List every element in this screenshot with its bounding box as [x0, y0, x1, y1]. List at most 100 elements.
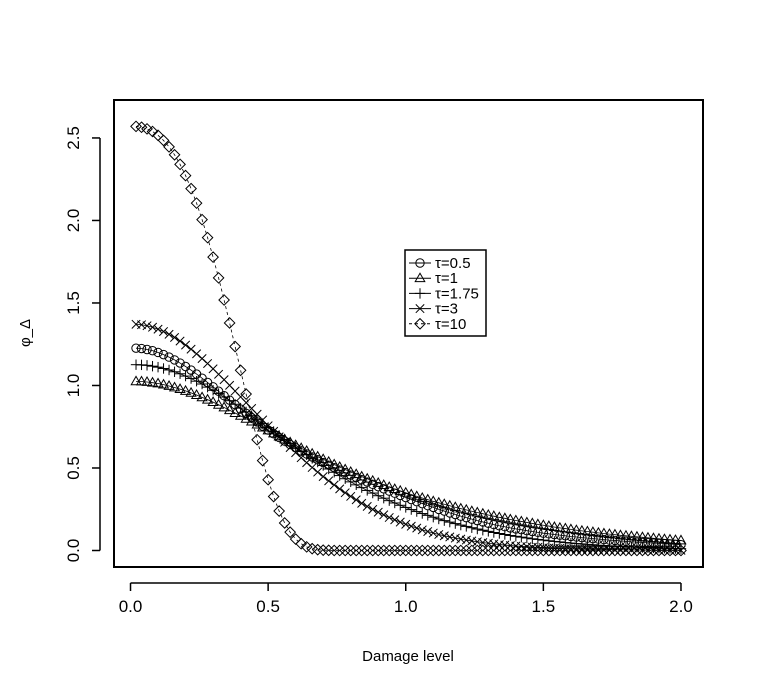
data-point: [157, 378, 170, 389]
data-point: [378, 479, 390, 490]
data-point: [609, 544, 621, 557]
data-point: [147, 360, 158, 372]
data-point: [389, 497, 400, 509]
data-point: [521, 516, 533, 527]
y-tick-label: 2.0: [64, 209, 83, 233]
series-layer: [130, 120, 687, 557]
data-point: [598, 527, 610, 538]
data-point: [581, 525, 594, 536]
data-point: [302, 458, 312, 468]
data-point: [362, 501, 372, 511]
data-point: [394, 484, 406, 495]
data-point: [620, 529, 632, 540]
data-point: [439, 515, 450, 526]
data-point: [163, 364, 175, 376]
data-point: [368, 504, 378, 514]
data-point: [224, 395, 235, 406]
data-point: [196, 378, 208, 390]
data-point: [313, 467, 323, 477]
legend-marker: [415, 304, 425, 314]
data-point: [471, 506, 483, 517]
data-point: [141, 122, 153, 135]
data-point: [355, 544, 368, 557]
legend-marker: [415, 258, 425, 268]
data-point: [383, 481, 395, 492]
data-point: [592, 544, 605, 557]
data-point: [570, 524, 583, 535]
data-point: [356, 470, 368, 481]
data-point: [390, 515, 400, 525]
data-point: [251, 414, 263, 425]
data-point: [207, 385, 219, 396]
data-point: [422, 510, 433, 521]
data-point: [322, 544, 335, 557]
data-point: [609, 528, 621, 539]
data-point: [185, 373, 197, 384]
data-point: [532, 518, 544, 529]
data-point: [163, 140, 175, 153]
series-cross: [131, 319, 686, 555]
data-point: [461, 535, 471, 545]
data-point: [307, 462, 317, 473]
series-triangle: [130, 375, 687, 545]
data-point: [175, 358, 185, 368]
y-tick-label: 0.0: [64, 539, 83, 563]
data-point: [379, 510, 389, 520]
data-point: [324, 476, 334, 486]
data-point: [339, 463, 351, 474]
data-point: [174, 368, 186, 379]
y-tick-label: 1.5: [64, 291, 83, 315]
data-point: [328, 467, 340, 478]
data-point: [201, 231, 214, 244]
data-point: [185, 386, 197, 397]
data-point: [532, 534, 544, 545]
data-point: [417, 525, 427, 535]
data-point: [367, 474, 379, 485]
data-point: [334, 470, 345, 481]
data-point: [136, 343, 147, 354]
data-point: [625, 544, 638, 557]
data-point: [505, 530, 516, 541]
data-point: [317, 544, 330, 557]
data-point: [207, 251, 219, 264]
data-point: [142, 344, 152, 355]
data-point: [168, 381, 181, 392]
data-point: [423, 500, 433, 511]
data-point: [223, 317, 236, 329]
data-point: [395, 500, 406, 511]
data-point: [587, 526, 599, 537]
data-point: [433, 496, 445, 507]
data-point: [581, 544, 594, 557]
data-point: [592, 526, 605, 537]
data-point: [201, 393, 214, 404]
data-point: [516, 531, 527, 543]
data-point: [157, 134, 170, 147]
data-point: [438, 498, 450, 509]
data-point: [179, 169, 192, 182]
data-point: [444, 516, 455, 528]
data-point: [399, 544, 412, 557]
data-point: [526, 544, 539, 557]
data-point: [367, 487, 378, 499]
data-point: [499, 529, 511, 540]
legend-item: τ=10: [409, 316, 466, 333]
data-point: [273, 430, 285, 441]
data-point: [445, 532, 455, 542]
data-point: [388, 544, 401, 557]
data-point: [642, 531, 654, 542]
legend-label: τ=0.5: [435, 255, 471, 272]
data-point: [631, 530, 643, 541]
data-point: [488, 527, 500, 538]
data-point: [152, 361, 164, 373]
data-point: [361, 472, 373, 483]
data-point: [181, 340, 191, 350]
legend-label: τ=1.75: [435, 285, 479, 302]
data-point: [653, 532, 665, 543]
data-point: [553, 544, 566, 557]
legend-item: τ=0.5: [409, 255, 471, 272]
data-point: [620, 544, 632, 557]
data-point: [329, 480, 339, 490]
data-point: [439, 531, 449, 541]
data-point: [531, 544, 544, 557]
data-point: [245, 411, 258, 424]
